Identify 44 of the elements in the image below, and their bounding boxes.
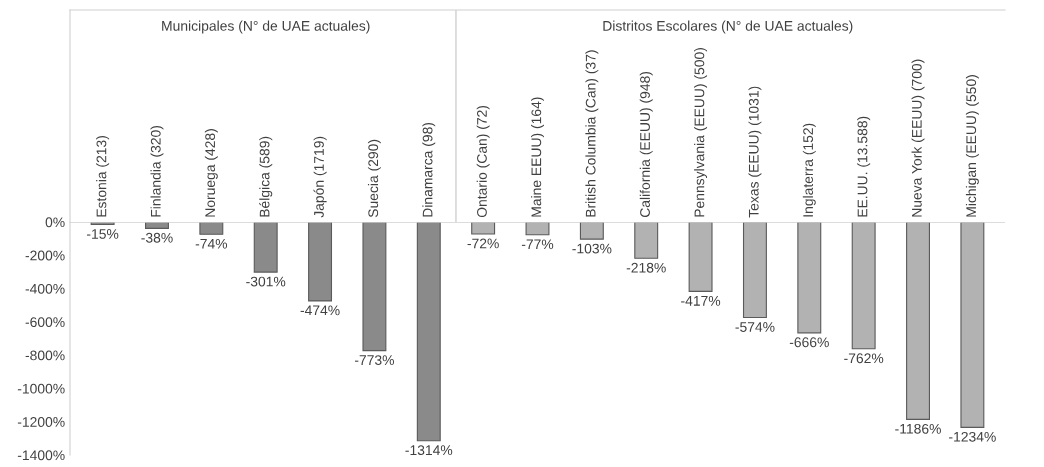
- x-tick-label: Michigan (EEUU) (550): [965, 75, 979, 217]
- data-label: -38%: [141, 232, 173, 243]
- data-label: -103%: [572, 243, 612, 254]
- x-tick-label: Noruega (428): [204, 129, 218, 217]
- data-label: -72%: [467, 238, 499, 249]
- data-label: -1186%: [895, 423, 941, 434]
- y-tick-label: -600%: [25, 317, 65, 328]
- y-tick-label: 0%: [45, 217, 65, 228]
- x-tick-label: Finlandia (320): [150, 125, 164, 217]
- data-label: -417%: [681, 295, 721, 306]
- x-tick-label: British Columbia (Can) (37): [585, 50, 599, 217]
- x-tick-label: Pennsylvania (EEUU) (500): [694, 48, 708, 217]
- x-tick-label: Nueva York (EEUU) (700): [911, 59, 925, 217]
- y-tick-label: -1200%: [17, 417, 65, 427]
- data-label: -474%: [300, 305, 340, 316]
- x-tick-label: Ontario (Can) (72): [476, 105, 490, 218]
- text: Municipales (N° de UAE actuales): [162, 20, 370, 34]
- data-label: -1314%: [405, 445, 453, 456]
- y-tick-label: -200%: [25, 250, 65, 261]
- data-label: -15%: [87, 229, 119, 239]
- x-tick-label: Suecia (290): [367, 139, 381, 218]
- x-tick-label: Bélgica (589): [259, 136, 273, 217]
- x-tick-label: Inglaterra (152): [802, 123, 816, 217]
- text: Distritos Escolares (N° de UAE actuales): [603, 20, 853, 34]
- data-label: -77%: [521, 239, 554, 250]
- data-label: -301%: [246, 276, 286, 287]
- x-tick-label: California (EEUU) (948): [639, 71, 653, 218]
- data-label: -773%: [354, 355, 394, 366]
- data-label: -218%: [626, 262, 666, 273]
- x-tick-label: Japón (1719): [313, 136, 327, 218]
- data-label: -574%: [735, 322, 775, 332]
- y-tick-label: -400%: [25, 283, 65, 294]
- data-label: -74%: [195, 238, 228, 249]
- x-tick-label: Dinamarca (98): [422, 122, 436, 217]
- x-tick-label: Maine EEUU) (164): [531, 97, 544, 217]
- y-tick-label: -1400%: [17, 450, 65, 461]
- x-tick-label: EE.UU. (13.588): [857, 116, 871, 217]
- data-label: -1234%: [949, 431, 996, 442]
- data-label: -762%: [844, 353, 884, 364]
- data-label: -666%: [789, 337, 829, 348]
- y-tick-label: -1000%: [17, 383, 65, 394]
- x-tick-label: Estonia (213): [96, 136, 110, 217]
- y-tick-label: -800%: [25, 350, 65, 361]
- x-tick-label: Texas (EEUU) (1031): [748, 86, 762, 218]
